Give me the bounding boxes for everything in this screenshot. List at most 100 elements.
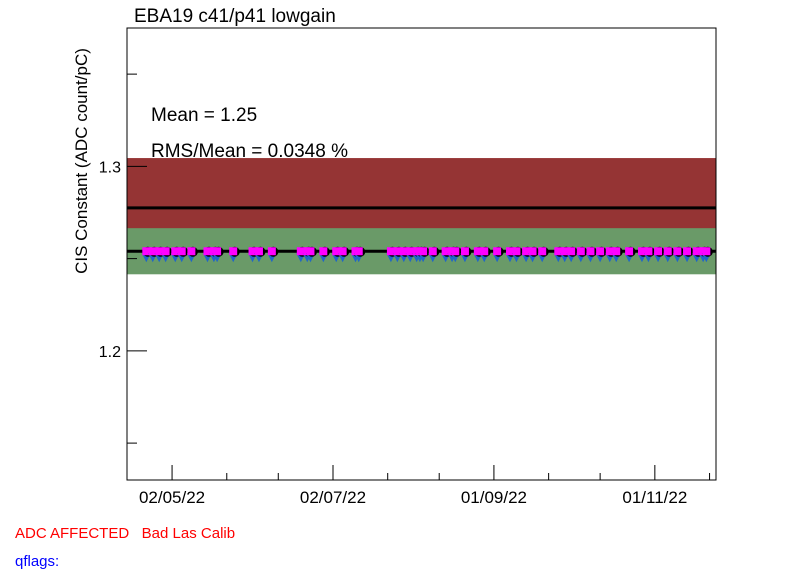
data-point-marker [419, 247, 428, 256]
data-point [450, 246, 462, 263]
data-point-marker [567, 247, 576, 256]
data-point-marker [702, 247, 711, 256]
data-point-marker [354, 247, 363, 256]
data-point [212, 246, 224, 263]
data-point [511, 246, 523, 263]
stat-mean: Mean = 1.25 [151, 105, 258, 126]
qflags-label: qflags: [15, 553, 60, 570]
data-point-marker [506, 247, 515, 256]
data-point-marker [148, 247, 157, 256]
axes-layer: 1.2 1.3 02/05/22 02/07/22 01/09/22 01/11/22 [99, 73, 711, 507]
data-point [354, 246, 366, 263]
data-point-marker [254, 247, 263, 256]
data-point [595, 246, 607, 263]
data-point-marker [683, 247, 692, 256]
data-point-marker [637, 247, 646, 256]
data-point-marker [306, 247, 315, 256]
data-point [479, 246, 491, 263]
data-point [653, 246, 665, 263]
data-point [338, 246, 350, 263]
data-point [624, 246, 636, 263]
data-point [663, 246, 675, 263]
data-point-marker [512, 247, 521, 256]
red-band [127, 158, 716, 231]
data-point-marker [451, 247, 460, 256]
x-tick-label: 02/05/22 [139, 488, 205, 507]
data-point [576, 246, 588, 263]
data-point [682, 246, 694, 263]
data-point [418, 246, 430, 263]
data-point-marker [406, 247, 415, 256]
x-tick-label: 02/07/22 [300, 488, 366, 507]
y-tick-label: 1.3 [99, 159, 121, 176]
data-point-marker [386, 247, 395, 256]
data-point-marker [596, 247, 605, 256]
data-point-marker [654, 247, 663, 256]
data-point-marker [554, 247, 563, 256]
data-point-marker [528, 247, 537, 256]
points-layer [141, 246, 713, 263]
data-point-marker [332, 247, 341, 256]
data-point-marker [644, 247, 653, 256]
data-point-marker [393, 247, 402, 256]
data-point-marker [187, 247, 196, 256]
data-point [537, 246, 549, 263]
data-point-marker [586, 247, 595, 256]
data-point-marker [663, 247, 672, 256]
data-point-marker [177, 247, 186, 256]
adc-status-text: ADC AFFECTED Bad Las Calib [15, 525, 236, 542]
data-point-marker [605, 247, 614, 256]
data-point-marker [161, 247, 170, 256]
x-tick-label: 01/11/22 [622, 488, 687, 507]
data-point-marker [267, 247, 276, 256]
data-point [318, 246, 330, 263]
data-point-marker [203, 247, 212, 256]
data-point-marker [428, 247, 437, 256]
data-point [672, 246, 684, 263]
data-point-marker [319, 247, 328, 256]
data-point [228, 246, 240, 263]
data-point-marker [213, 247, 222, 256]
data-point-marker [522, 247, 531, 256]
data-point-marker [296, 247, 305, 256]
data-point [254, 246, 266, 263]
data-point-marker [692, 247, 701, 256]
chart-title: EBA19 c41/p41 lowgain [134, 6, 336, 27]
data-point-marker [171, 247, 180, 256]
data-point [643, 246, 655, 263]
data-point-marker [612, 247, 621, 256]
data-point [528, 246, 540, 263]
data-point [267, 246, 279, 263]
data-point-marker [538, 247, 547, 256]
stat-rms: RMS/Mean = 0.0348 % [151, 141, 348, 162]
data-point-marker [576, 247, 585, 256]
data-point-marker [480, 247, 489, 256]
data-point [186, 246, 198, 263]
x-tick-label: 01/09/22 [461, 488, 527, 507]
data-point-marker [673, 247, 682, 256]
data-point-marker [560, 247, 569, 256]
data-point-marker [142, 247, 151, 256]
data-point-marker [399, 247, 408, 256]
data-point-marker [625, 247, 634, 256]
data-point [161, 246, 173, 263]
data-point-marker [441, 247, 450, 256]
plot-frame [126, 27, 717, 481]
data-point-marker [493, 247, 502, 256]
data-point-marker [473, 247, 482, 256]
data-point [177, 246, 189, 263]
data-point [611, 246, 623, 263]
data-point [566, 246, 578, 263]
data-point [492, 246, 504, 263]
data-point-marker [155, 247, 164, 256]
data-point [305, 246, 317, 263]
data-point-marker [338, 247, 347, 256]
y-tick-label: 1.2 [99, 344, 121, 361]
data-point [701, 246, 713, 263]
data-point-marker [229, 247, 238, 256]
data-point-marker [460, 247, 469, 256]
data-point [428, 246, 440, 263]
data-point [460, 246, 472, 263]
data-point [585, 246, 597, 263]
